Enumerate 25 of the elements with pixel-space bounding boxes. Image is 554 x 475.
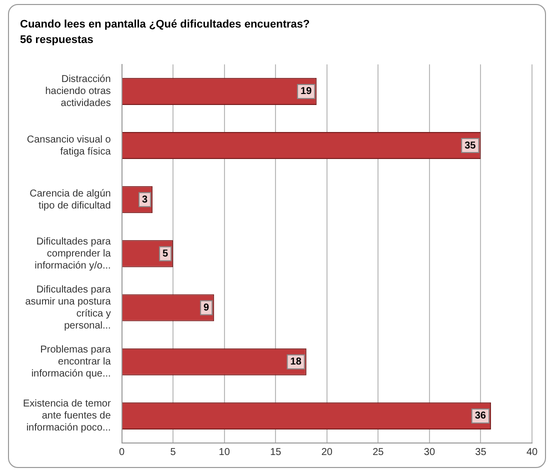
chart-title: Cuando lees en pantalla ¿Qué dificultades encuentras?	[20, 18, 310, 31]
x-tick-label: 20	[321, 446, 333, 458]
y-tick-label: Dificultades para comprender la información y/o...	[34, 236, 112, 272]
data-label: 18	[290, 356, 302, 368]
data-label: 36	[474, 410, 486, 422]
y-tick-label: Cansancio visual o fatiga física	[26, 134, 112, 158]
x-tick-label: 25	[372, 446, 384, 458]
x-tick-label: 40	[526, 446, 538, 458]
x-tick-label: 5	[170, 446, 176, 458]
y-tick-label: Dificultades para asumir una postura crítica y personal...	[25, 284, 112, 332]
x-tick-label: 15	[270, 446, 282, 458]
data-label: 9	[204, 302, 210, 314]
y-tick-label: Problemas para encontrar la información que...	[31, 344, 112, 380]
data-label: 19	[300, 86, 312, 98]
x-tick-label: 10	[218, 446, 230, 458]
y-tick-label: Carencia de algún tipo de dificultad	[30, 188, 111, 212]
x-tick-label: 30	[424, 446, 436, 458]
data-label: 5	[162, 248, 169, 260]
y-tick-label: Distracción haciendo otras actividades	[45, 74, 111, 110]
x-tick-label: 35	[475, 446, 487, 458]
x-tick-label: 0	[119, 446, 126, 458]
chart-subtitle: 56 respuestas	[20, 34, 94, 46]
data-label: 35	[464, 140, 476, 152]
data-label: 3	[142, 194, 148, 206]
y-tick-label: Existencia de temor ante fuentes de información poco...	[22, 398, 112, 434]
